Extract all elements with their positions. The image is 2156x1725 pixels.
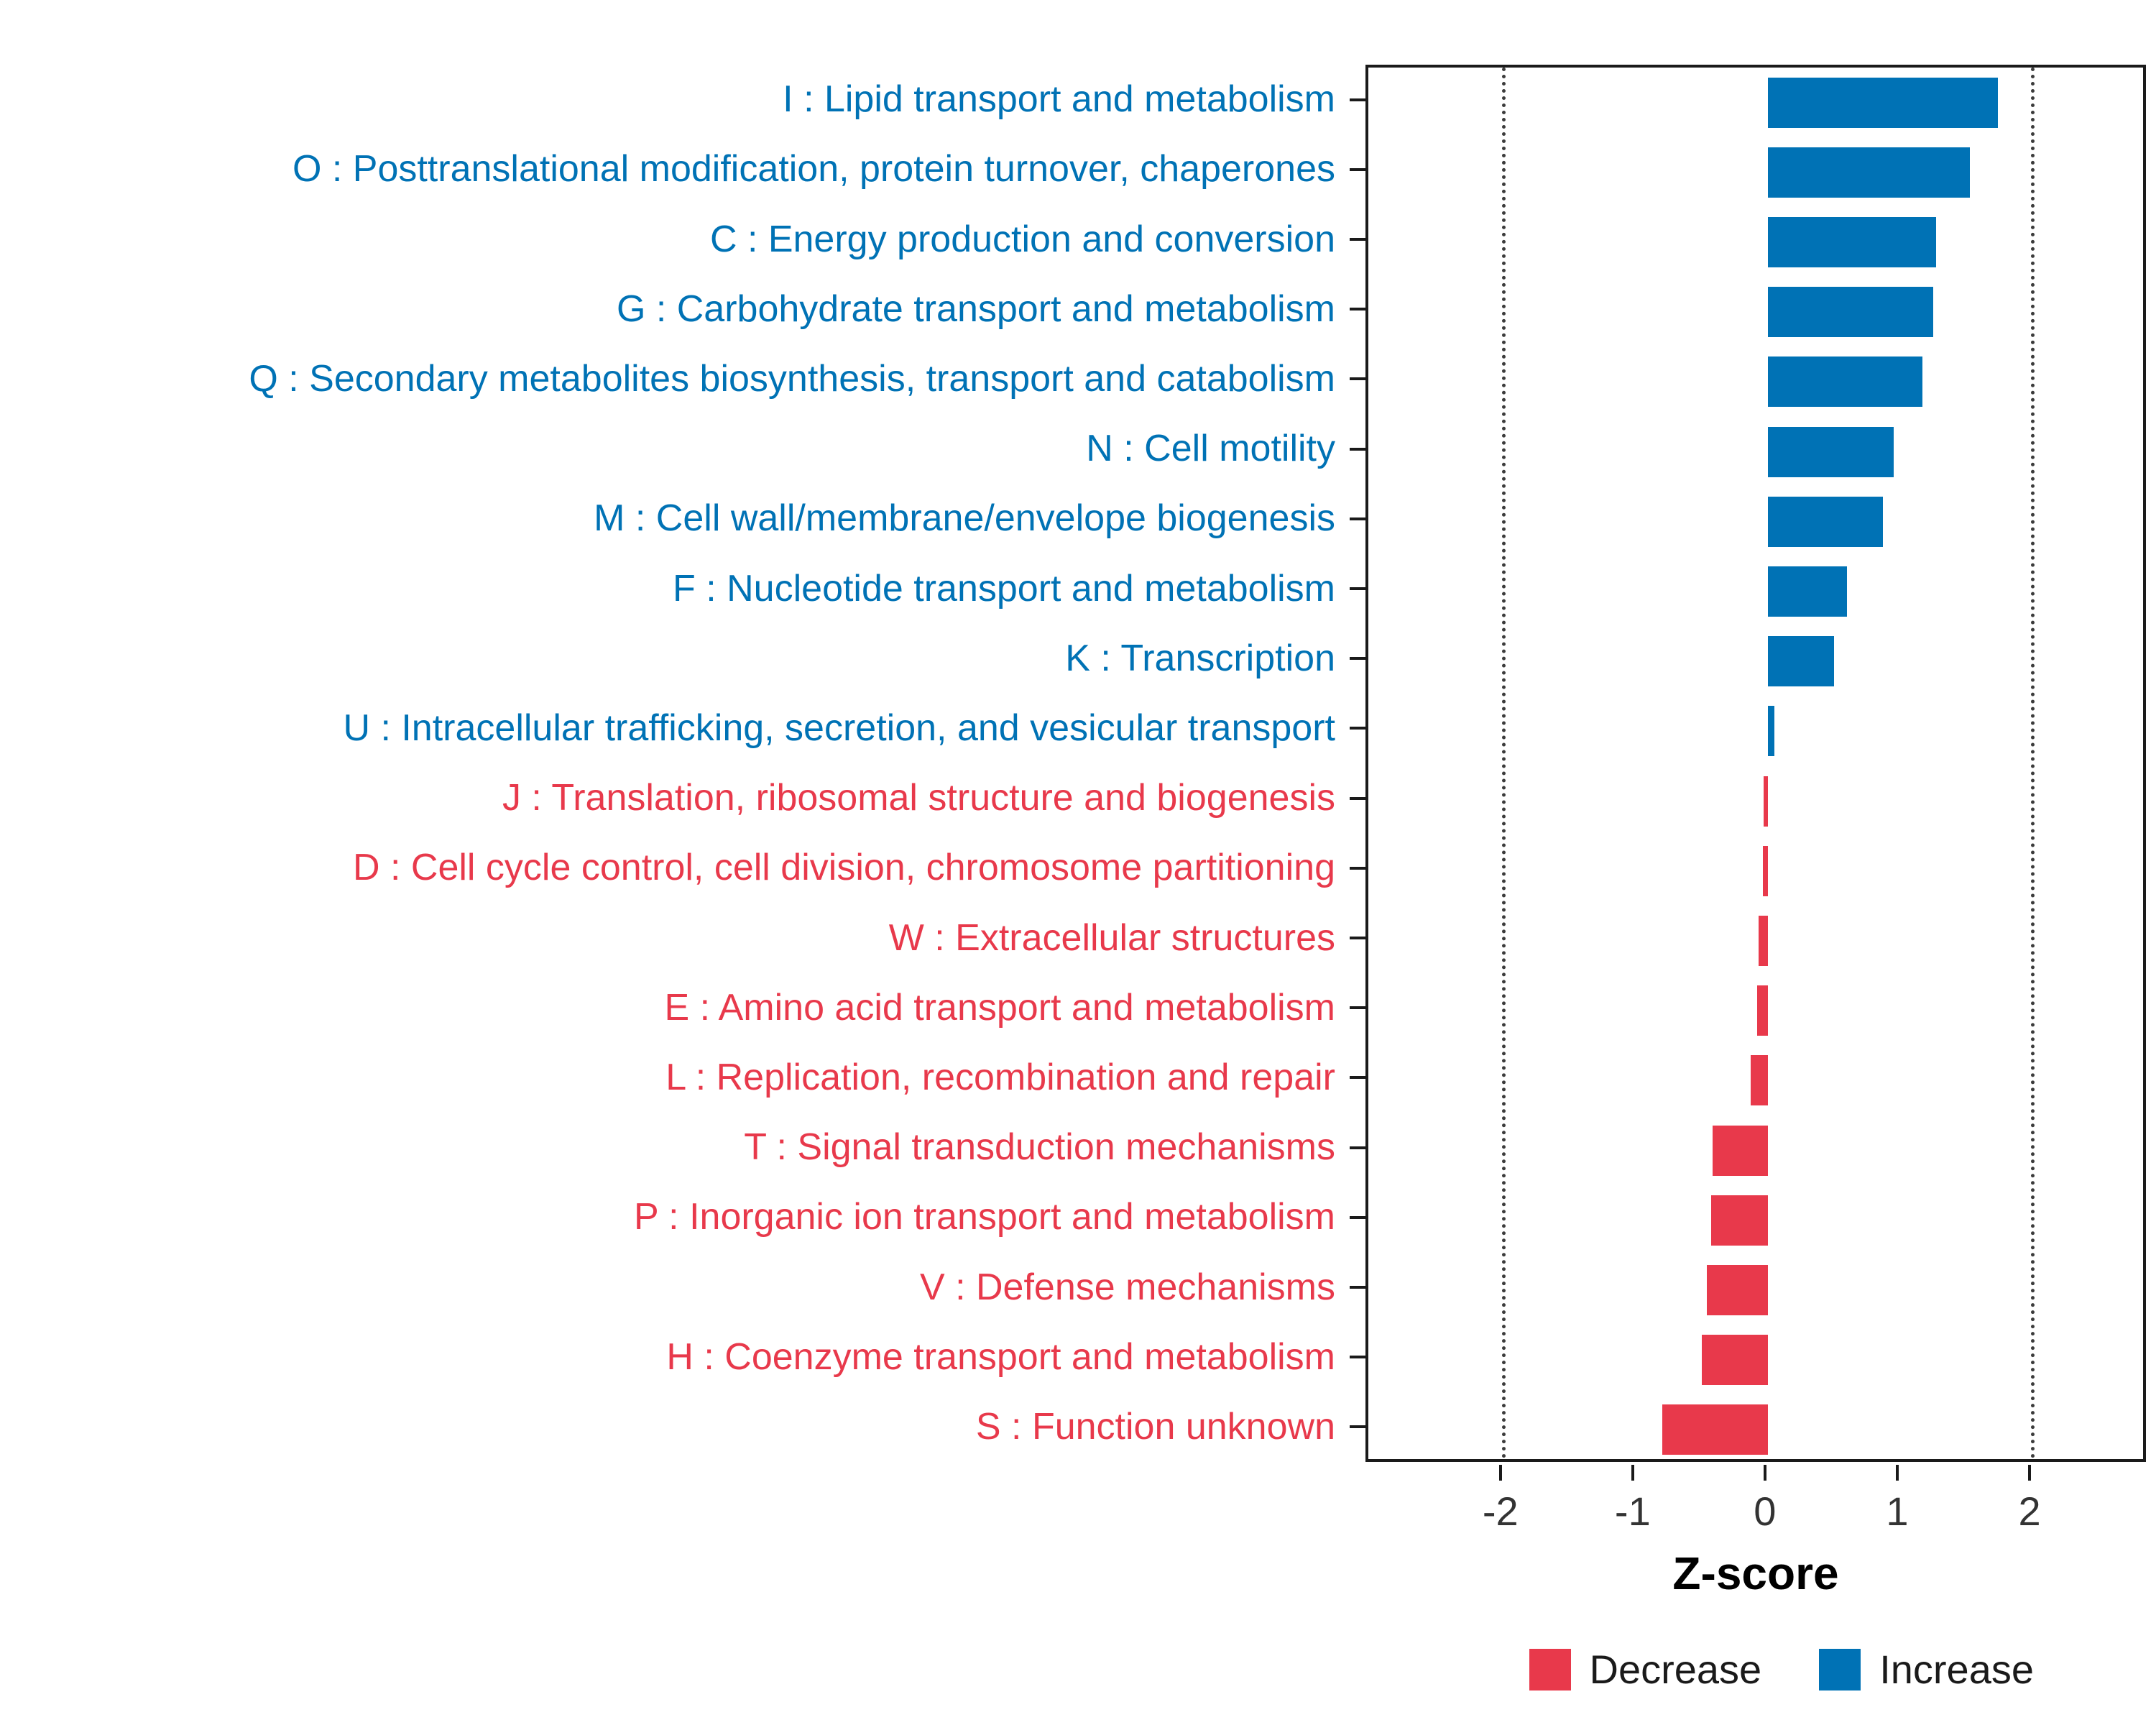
category-label: V : Defense mechanisms (919, 1266, 1335, 1308)
x-tick-label: -2 (1482, 1489, 1519, 1534)
y-axis-tick (1350, 1215, 1365, 1219)
zscore-bar (1767, 636, 1834, 687)
plot-panel (1365, 65, 2146, 1462)
legend-label-decrease: Decrease (1589, 1647, 1762, 1692)
zscore-bar (1767, 287, 1933, 338)
x-axis-tick (1498, 1465, 1502, 1481)
zscore-bar (1767, 77, 1999, 128)
reference-line (2031, 68, 2035, 1459)
reference-line (1501, 68, 1506, 1459)
y-axis-tick (1350, 937, 1365, 939)
x-axis-tick (2028, 1465, 2032, 1481)
zscore-bar (1707, 1265, 1768, 1315)
category-label: S : Function unknown (975, 1406, 1335, 1448)
zscore-bar (1712, 1125, 1768, 1176)
category-label: Q : Secondary metabolites biosynthesis, … (249, 358, 1335, 400)
legend-label-increase: Increase (1879, 1647, 2034, 1692)
y-axis-tick (1350, 377, 1365, 381)
category-label: L : Replication, recombination and repai… (665, 1057, 1335, 1099)
zscore-bar (1767, 706, 1775, 757)
category-label: P : Inorganic ion transport and metaboli… (633, 1196, 1335, 1238)
zscore-bar (1764, 776, 1768, 827)
legend: Decrease Increase (1529, 1646, 2034, 1693)
x-tick-label: -1 (1614, 1489, 1651, 1534)
legend-swatch-decrease (1529, 1648, 1571, 1690)
category-label: H : Coenzyme transport and metabolism (666, 1335, 1335, 1378)
zscore-bar (1759, 916, 1768, 966)
category-label: I : Lipid transport and metabolism (783, 78, 1335, 121)
x-axis-title: Z-score (1672, 1547, 1839, 1599)
x-tick-label: 2 (2018, 1489, 2041, 1534)
y-axis-tick (1350, 796, 1365, 800)
zscore-bar (1757, 985, 1768, 1036)
zscore-bar (1767, 356, 1923, 408)
y-axis-tick (1350, 1286, 1365, 1289)
zscore-bar (1750, 1055, 1768, 1106)
y-axis-tick (1350, 727, 1365, 730)
y-axis-tick (1350, 98, 1365, 101)
zscore-bar (1710, 1195, 1768, 1246)
zscore-bar (1767, 496, 1883, 547)
x-axis-tick (1763, 1465, 1766, 1481)
y-axis-tick (1350, 587, 1365, 590)
x-tick-label: 1 (1886, 1489, 1909, 1534)
x-axis-tick (1895, 1465, 1899, 1481)
legend-item-increase: Increase (1819, 1646, 2034, 1693)
y-axis-tick (1350, 517, 1365, 520)
y-axis-tick (1350, 1356, 1365, 1359)
legend-swatch-increase (1819, 1648, 1861, 1690)
category-label: N : Cell motility (1086, 428, 1335, 470)
category-label: C : Energy production and conversion (709, 218, 1335, 260)
category-label: D : Cell cycle control, cell division, c… (353, 847, 1335, 889)
category-label: M : Cell wall/membrane/envelope biogenes… (594, 497, 1335, 540)
category-label: J : Translation, ribosomal structure and… (502, 777, 1335, 819)
category-label: E : Amino acid transport and metabolism (664, 986, 1335, 1029)
category-label: U : Intracellular trafficking, secretion… (343, 707, 1335, 750)
category-label: T : Signal transduction mechanisms (744, 1126, 1335, 1169)
y-axis-tick (1350, 657, 1365, 661)
y-axis-tick (1350, 238, 1365, 241)
zscore-bar (1767, 426, 1894, 477)
zscore-bar (1762, 845, 1768, 896)
y-axis-tick (1350, 1425, 1365, 1429)
y-axis-tick (1350, 866, 1365, 870)
y-axis-tick (1350, 1146, 1365, 1149)
zscore-bar (1701, 1335, 1768, 1386)
category-label: G : Carbohydrate transport and metabolis… (616, 288, 1335, 330)
y-axis-tick (1350, 308, 1365, 311)
zscore-bar (1767, 147, 1971, 198)
category-label: O : Posttranslational modification, prot… (292, 148, 1335, 190)
y-axis-tick (1350, 167, 1365, 171)
y-axis-tick (1350, 1076, 1365, 1080)
x-tick-label: 0 (1754, 1489, 1777, 1534)
zscore-bar (1662, 1404, 1768, 1455)
x-axis-tick (1631, 1465, 1634, 1481)
category-label: K : Transcription (1065, 637, 1335, 679)
zscore-bar (1767, 566, 1848, 617)
zscore-bar (1767, 217, 1936, 267)
category-label: W : Extracellular structures (888, 916, 1335, 959)
y-axis-tick (1350, 1006, 1365, 1010)
legend-item-decrease: Decrease (1529, 1646, 1762, 1693)
y-axis-tick (1350, 447, 1365, 451)
category-label: F : Nucleotide transport and metabolism (673, 567, 1335, 610)
